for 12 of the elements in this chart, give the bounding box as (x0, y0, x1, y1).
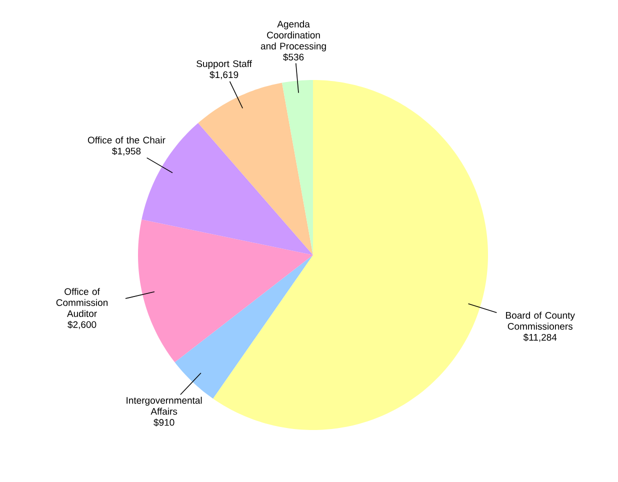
slice-label: Board of County Commissioners (506, 312, 575, 330)
data-label: $2,600 (68, 320, 96, 330)
data-label: $536 (283, 53, 304, 62)
data-label: $1,958 (112, 147, 141, 156)
data-label: $1,619 (210, 70, 238, 80)
slice-label: Support Staff (196, 60, 252, 69)
data-label: $11,284 (523, 334, 557, 342)
data-label: $910 (154, 418, 174, 426)
slice-label: Agenda Coordination and Processing (260, 20, 326, 52)
slice-label: Office of the Chair (88, 136, 166, 144)
slice-label: Office of Commission Auditor (56, 288, 108, 317)
slice-label: Intergovernmental Affairs (126, 396, 202, 415)
